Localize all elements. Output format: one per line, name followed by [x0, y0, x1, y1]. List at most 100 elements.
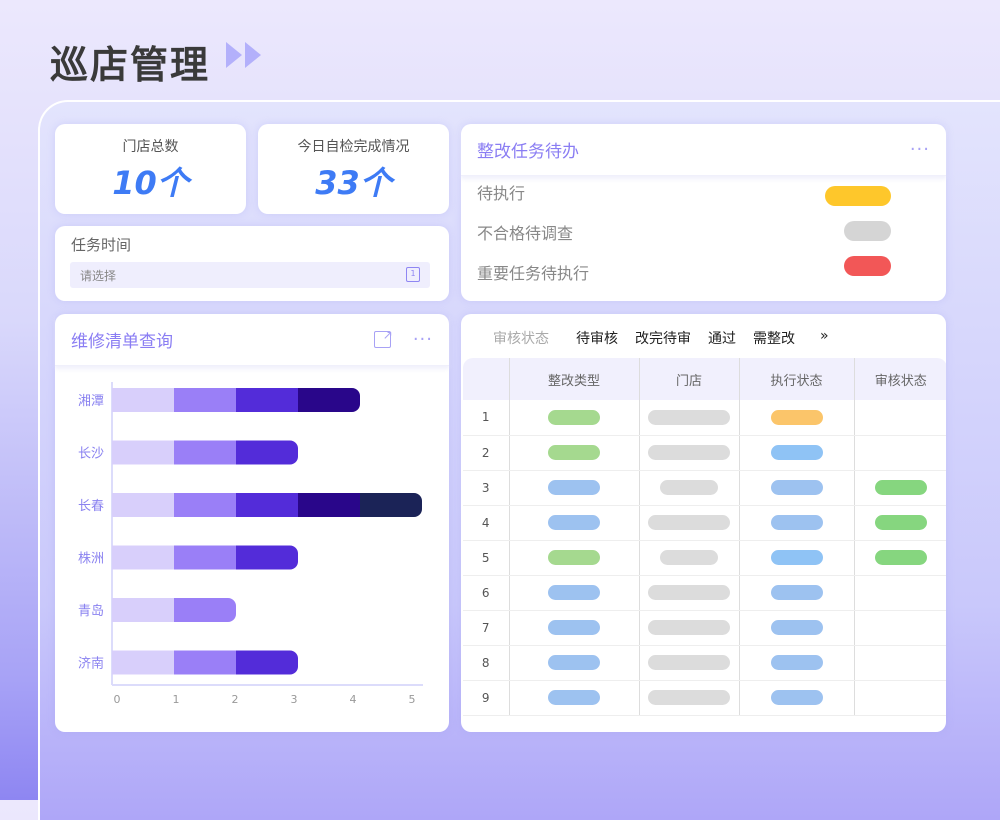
bar-segment	[112, 493, 174, 517]
table-cell	[508, 610, 639, 646]
todo-status-bar	[825, 186, 891, 206]
table-row[interactable]: 3	[463, 470, 946, 506]
table-cell	[738, 505, 854, 541]
date-picker-input[interactable]: 请选择 1	[70, 262, 430, 288]
audit-tabs: 审核状态 待审核 改完待审 通过 需整改 »	[493, 328, 829, 348]
x-tick-label: 0	[114, 693, 121, 706]
status-placeholder-bar	[648, 620, 730, 635]
status-placeholder-bar	[648, 445, 730, 460]
page-title: 巡店管理	[50, 43, 211, 87]
row-number: 6	[463, 575, 509, 611]
repair-card: 维修清单查询 ↗ ··· 湘潭 长沙 长春 株洲 青岛 济南 0 1 2 3 4 5	[55, 314, 449, 732]
stat-label: 门店总数	[122, 139, 179, 155]
x-tick-label: 5	[409, 693, 416, 706]
bar-segment	[236, 493, 298, 517]
table-cell	[853, 540, 946, 576]
stat-value: 33个	[315, 164, 392, 202]
table-cell	[638, 680, 739, 716]
more-icon[interactable]: ···	[909, 139, 930, 160]
status-placeholder-bar	[648, 515, 730, 530]
table-cell	[738, 575, 854, 611]
table-cell	[738, 435, 854, 471]
table-cell	[853, 505, 946, 541]
table-row[interactable]: 6	[463, 575, 946, 611]
status-placeholder-bar	[548, 515, 600, 530]
status-placeholder-bar	[770, 515, 823, 530]
status-placeholder-bar	[548, 690, 600, 705]
bar-segment	[174, 545, 236, 570]
table-cell	[508, 435, 639, 471]
tab-pending[interactable]: 待审核	[576, 331, 618, 347]
column-header: 门店	[638, 358, 739, 400]
table-row[interactable]: 4	[463, 505, 946, 541]
status-placeholder-bar	[648, 655, 730, 670]
row-number: 2	[463, 435, 509, 471]
more-tabs-icon[interactable]: »	[820, 328, 829, 344]
x-tick-label: 4	[350, 693, 357, 706]
bar-segment	[236, 440, 298, 465]
column-header: 执行状态	[738, 358, 854, 400]
more-icon[interactable]: ···	[412, 329, 433, 350]
row-number: 9	[463, 680, 509, 716]
row-number: 7	[463, 610, 509, 646]
table-cell	[738, 645, 854, 681]
todo-item[interactable]: 重要任务待执行	[477, 264, 590, 283]
bar-segment	[236, 650, 298, 675]
table-row[interactable]: 8	[463, 645, 946, 681]
table-cell	[508, 470, 639, 506]
status-placeholder-bar	[648, 409, 730, 425]
tab-fixed-pending[interactable]: 改完待审	[635, 331, 691, 347]
table-cell	[638, 610, 739, 646]
double-arrow-icon	[226, 42, 261, 68]
audit-card: 审核状态 待审核 改完待审 通过 需整改 » 整改类型 门店 执行状态 审核状态 1 2 3…	[461, 314, 946, 732]
status-placeholder-bar	[548, 409, 600, 425]
date-placeholder: 请选择	[80, 269, 117, 283]
category-label: 株洲	[78, 552, 104, 567]
status-placeholder-bar	[874, 550, 927, 565]
self-check-card: 今日自检完成情况 33个	[258, 124, 449, 214]
stat-label: 今日自检完成情况	[297, 139, 410, 155]
todo-item[interactable]: 不合格待调查	[477, 224, 574, 243]
status-placeholder-bar	[660, 550, 718, 565]
table-row[interactable]: 7	[463, 610, 946, 646]
category-label: 湘潭	[78, 394, 104, 409]
table-row[interactable]: 1	[463, 400, 946, 436]
table-cell	[508, 505, 639, 541]
bar-segment	[174, 440, 236, 465]
tab-passed[interactable]: 通过	[708, 331, 736, 347]
category-label: 长春	[78, 499, 104, 514]
bar-segment	[298, 493, 360, 517]
table-cell	[508, 575, 639, 611]
task-time-card: 任务时间 请选择 1	[55, 226, 449, 301]
table-cell	[853, 610, 946, 646]
export-icon[interactable]: ↗	[373, 328, 393, 348]
table-cell	[638, 400, 739, 436]
table-cell	[638, 435, 739, 471]
bar-segment	[174, 650, 236, 675]
table-row[interactable]: 9	[463, 680, 946, 716]
status-placeholder-bar	[548, 550, 600, 565]
status-placeholder-bar	[548, 655, 600, 670]
status-placeholder-bar	[660, 480, 718, 495]
category-label: 济南	[78, 656, 104, 672]
todo-item[interactable]: 待执行	[477, 184, 526, 203]
status-placeholder-bar	[770, 409, 823, 425]
status-placeholder-bar	[548, 585, 600, 600]
x-tick-label: 3	[291, 693, 298, 706]
task-time-label: 任务时间	[71, 236, 132, 254]
tab-needs-fix[interactable]: 需整改	[753, 331, 795, 347]
status-placeholder-bar	[548, 445, 600, 460]
table-row[interactable]: 5	[463, 540, 946, 576]
row-number: 3	[463, 470, 509, 506]
table-cell	[508, 645, 639, 681]
table-cell	[508, 540, 639, 576]
table-cell	[638, 540, 739, 576]
bar-segment	[360, 493, 422, 517]
calendar-icon[interactable]: 1	[406, 267, 420, 282]
column-header	[463, 358, 509, 400]
status-placeholder-bar	[770, 480, 823, 495]
table-row[interactable]: 2	[463, 435, 946, 471]
table-cell	[508, 680, 639, 716]
row-number: 5	[463, 540, 509, 576]
status-placeholder-bar	[770, 620, 823, 635]
